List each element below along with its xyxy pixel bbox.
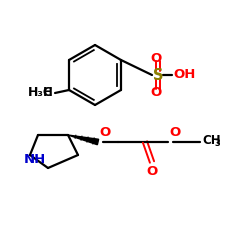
Text: H: H: [43, 86, 53, 100]
Text: O: O: [150, 52, 162, 64]
Text: NH: NH: [24, 153, 46, 166]
Text: 3: 3: [214, 140, 220, 148]
Polygon shape: [68, 135, 99, 145]
Text: H₃C: H₃C: [28, 86, 53, 100]
Text: O: O: [146, 165, 158, 178]
Text: O: O: [169, 126, 180, 139]
Text: O: O: [150, 86, 162, 98]
Text: S: S: [153, 68, 163, 82]
Text: CH: CH: [202, 134, 221, 147]
Text: O: O: [99, 126, 110, 139]
Text: OH: OH: [173, 68, 196, 82]
